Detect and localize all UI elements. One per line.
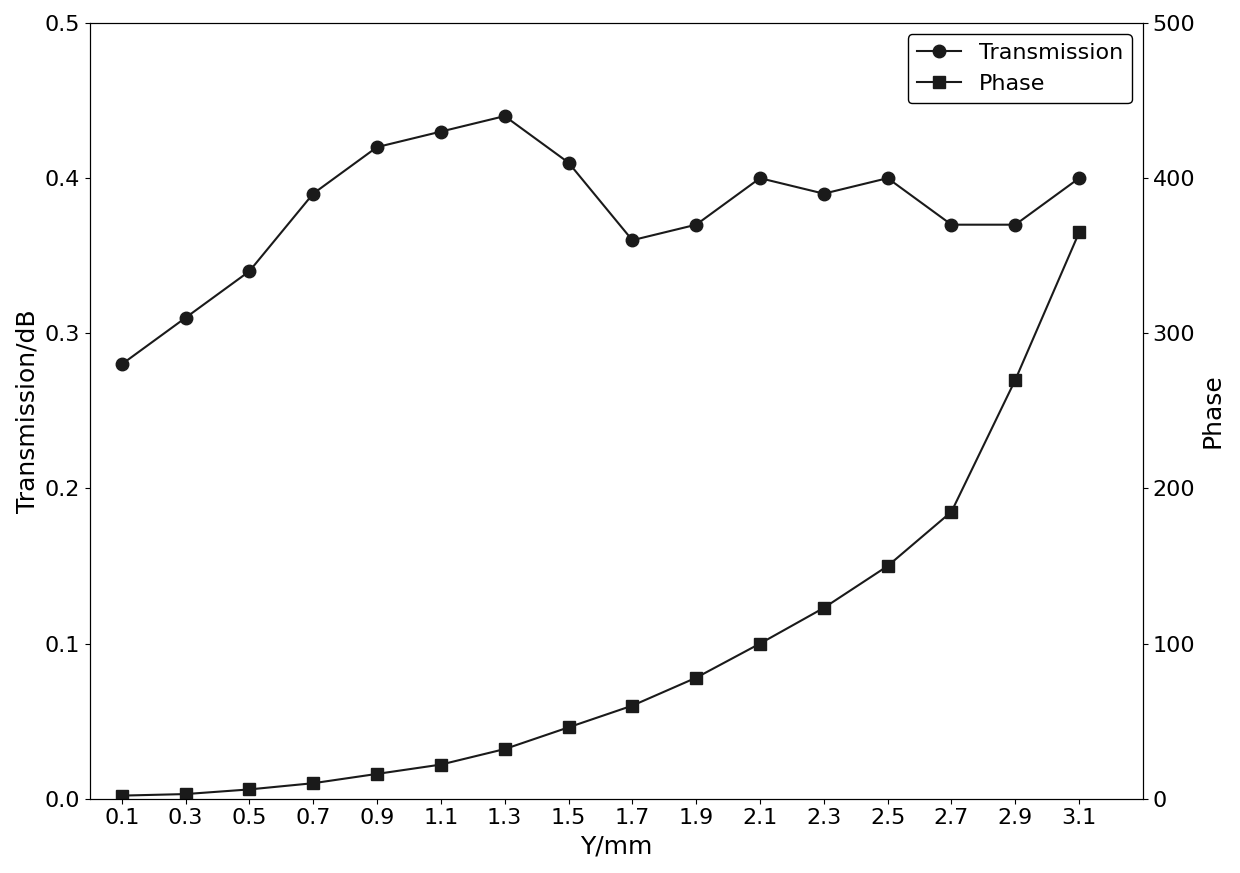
Transmission: [242, 266, 257, 277]
Phase: [1071, 227, 1086, 237]
Transmission: [370, 142, 384, 153]
Phase: [753, 638, 768, 649]
Transmission: [179, 313, 193, 323]
Transmission: [753, 173, 768, 183]
Transmission: [114, 359, 129, 369]
Transmission: [688, 219, 703, 230]
Transmission: [1071, 173, 1086, 183]
Transmission: [944, 219, 959, 230]
Y-axis label: Transmission/dB: Transmission/dB: [15, 309, 38, 512]
Legend: Transmission, Phase: Transmission, Phase: [908, 34, 1132, 103]
Line: Phase: Phase: [117, 227, 1085, 801]
Phase: [944, 506, 959, 517]
Transmission: [434, 127, 449, 137]
Transmission: [625, 235, 640, 245]
Phase: [434, 760, 449, 770]
X-axis label: Y/mm: Y/mm: [580, 834, 652, 858]
Phase: [497, 744, 512, 754]
Phase: [370, 768, 384, 779]
Y-axis label: Phase: Phase: [1202, 374, 1225, 448]
Phase: [560, 722, 575, 732]
Transmission: [497, 111, 512, 121]
Transmission: [816, 189, 831, 199]
Transmission: [306, 189, 321, 199]
Phase: [1008, 375, 1023, 385]
Transmission: [560, 157, 575, 168]
Phase: [242, 784, 257, 794]
Phase: [688, 672, 703, 683]
Phase: [880, 560, 895, 571]
Transmission: [880, 173, 895, 183]
Line: Transmission: Transmission: [115, 110, 1085, 370]
Phase: [306, 778, 321, 788]
Phase: [179, 789, 193, 800]
Phase: [816, 602, 831, 613]
Transmission: [1008, 219, 1023, 230]
Phase: [114, 790, 129, 801]
Phase: [625, 700, 640, 711]
